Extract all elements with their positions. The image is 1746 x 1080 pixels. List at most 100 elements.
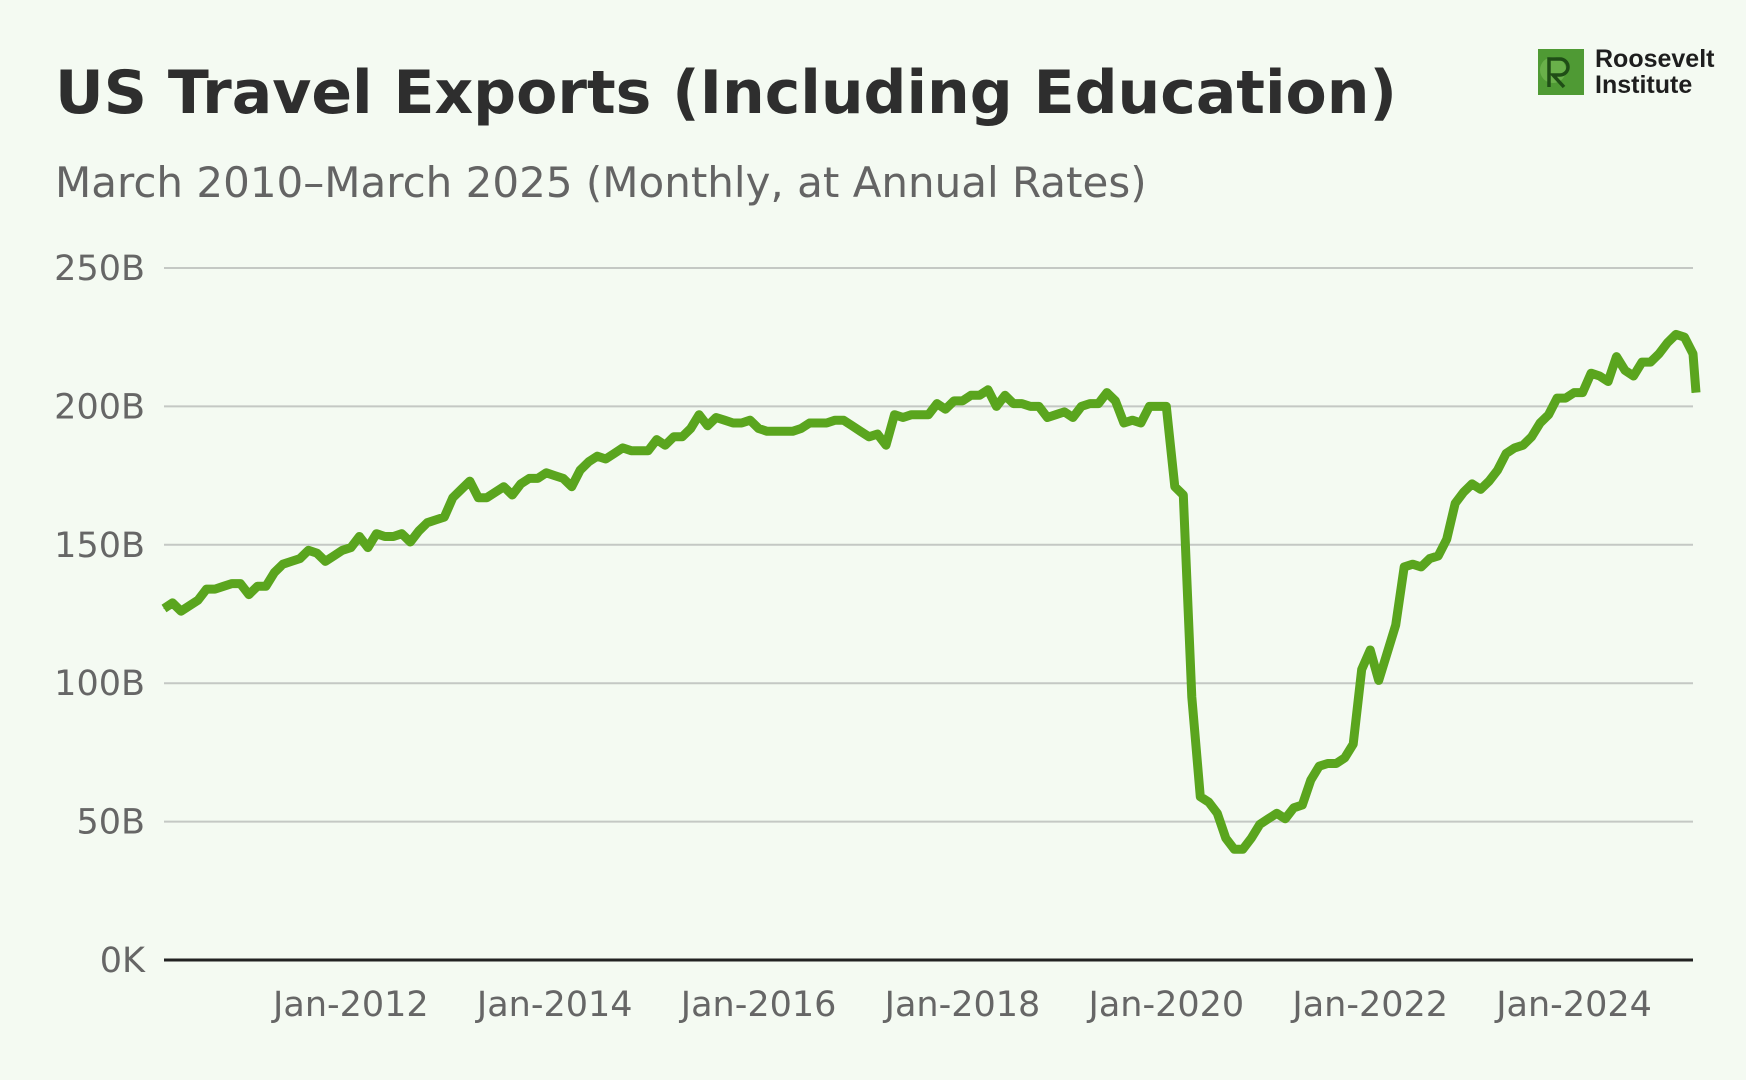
data-point — [1301, 804, 1303, 806]
roosevelt-institute-logo: Roosevelt Institute — [1538, 46, 1728, 98]
data-point — [792, 430, 794, 432]
data-point — [928, 414, 929, 416]
data-point — [826, 422, 828, 424]
data-point — [1250, 837, 1252, 839]
data-point — [1327, 763, 1329, 764]
data-point — [596, 455, 598, 457]
data-point — [1378, 679, 1380, 681]
data-point — [1182, 494, 1184, 496]
data-point — [409, 541, 411, 543]
data-point — [1276, 812, 1278, 814]
data-point — [1454, 502, 1456, 504]
data-point — [333, 555, 335, 557]
data-point — [605, 458, 607, 460]
data-point — [1021, 403, 1023, 405]
data-point — [1038, 405, 1040, 407]
data-point — [1590, 372, 1592, 374]
data-point — [1131, 419, 1133, 421]
data-point — [1225, 837, 1227, 839]
data-point — [443, 516, 445, 518]
data-point — [1650, 361, 1651, 363]
data-point — [1616, 356, 1617, 358]
data-point — [1386, 652, 1388, 654]
data-point — [758, 428, 760, 429]
data-point — [834, 419, 836, 421]
chart-title: US Travel Exports (Including Education) — [55, 58, 1397, 128]
data-point — [1046, 417, 1048, 418]
data-point — [265, 585, 267, 587]
data-point — [214, 588, 216, 590]
data-point — [690, 428, 692, 429]
data-point — [1106, 392, 1108, 394]
data-point — [1675, 333, 1677, 335]
data-point — [180, 610, 182, 612]
data-point — [1471, 483, 1473, 485]
data-point — [1522, 444, 1524, 446]
data-point — [885, 444, 887, 446]
data-point — [324, 560, 326, 562]
data-point — [800, 428, 802, 429]
series-line — [161, 329, 1701, 854]
data-point — [707, 425, 709, 427]
data-point — [316, 552, 318, 554]
data-point — [1556, 397, 1558, 399]
data-point — [163, 608, 165, 609]
data-point — [613, 453, 615, 454]
data-point — [1446, 538, 1448, 540]
data-point — [1165, 405, 1167, 407]
data-point — [936, 403, 938, 405]
x-axis-ticks: Jan-2012 Jan-2014 Jan-2016 Jan-2018 Jan-2020… — [271, 985, 1652, 1025]
x-tick-label: Jan-2022 — [1290, 985, 1448, 1025]
y-tick-label: 100B — [54, 664, 145, 704]
data-point — [664, 444, 666, 446]
y-axis-ticks: 0K 50B 100B 150B 200B 250B — [54, 249, 146, 981]
data-point — [1658, 353, 1660, 355]
data-point — [732, 422, 734, 424]
data-point — [1429, 558, 1431, 560]
data-point — [282, 563, 284, 565]
data-point — [231, 583, 233, 585]
data-point — [588, 461, 590, 463]
data-point — [1539, 422, 1541, 424]
data-point — [953, 400, 955, 402]
y-tick-label: 0K — [100, 941, 146, 981]
data-point — [911, 414, 912, 416]
data-point — [647, 450, 649, 452]
data-point — [1684, 336, 1685, 338]
data-point — [1216, 812, 1218, 814]
x-tick-label: Jan-2020 — [1087, 985, 1245, 1025]
data-point — [528, 477, 530, 479]
data-point — [1148, 405, 1150, 407]
data-point — [384, 536, 386, 537]
logo-line-2: Institute — [1595, 71, 1693, 99]
data-point — [1208, 801, 1210, 803]
data-point — [1123, 422, 1125, 424]
data-point — [775, 430, 777, 432]
data-point — [1420, 566, 1422, 568]
data-point — [562, 477, 564, 479]
data-point — [902, 417, 904, 418]
data-point — [223, 585, 224, 587]
logo-line-1: Roosevelt — [1595, 45, 1715, 73]
data-point — [1692, 392, 1694, 394]
data-point — [987, 389, 989, 391]
data-point — [1565, 397, 1567, 399]
data-point — [1633, 375, 1634, 377]
logo-mark-icon — [1538, 49, 1584, 95]
data-point — [1080, 405, 1082, 407]
data-point — [1505, 453, 1507, 454]
data-point — [1531, 436, 1533, 438]
data-point — [571, 486, 573, 488]
data-point — [962, 400, 963, 402]
data-point — [1284, 818, 1286, 820]
data-point — [877, 433, 878, 435]
data-point — [1335, 763, 1337, 764]
data-point — [197, 599, 199, 601]
data-point — [392, 536, 394, 537]
data-point — [1157, 405, 1159, 407]
data-point — [766, 430, 768, 432]
data-point — [1480, 488, 1482, 490]
data-point — [1692, 353, 1694, 355]
data-point — [418, 530, 420, 532]
series-layer — [161, 329, 1701, 854]
